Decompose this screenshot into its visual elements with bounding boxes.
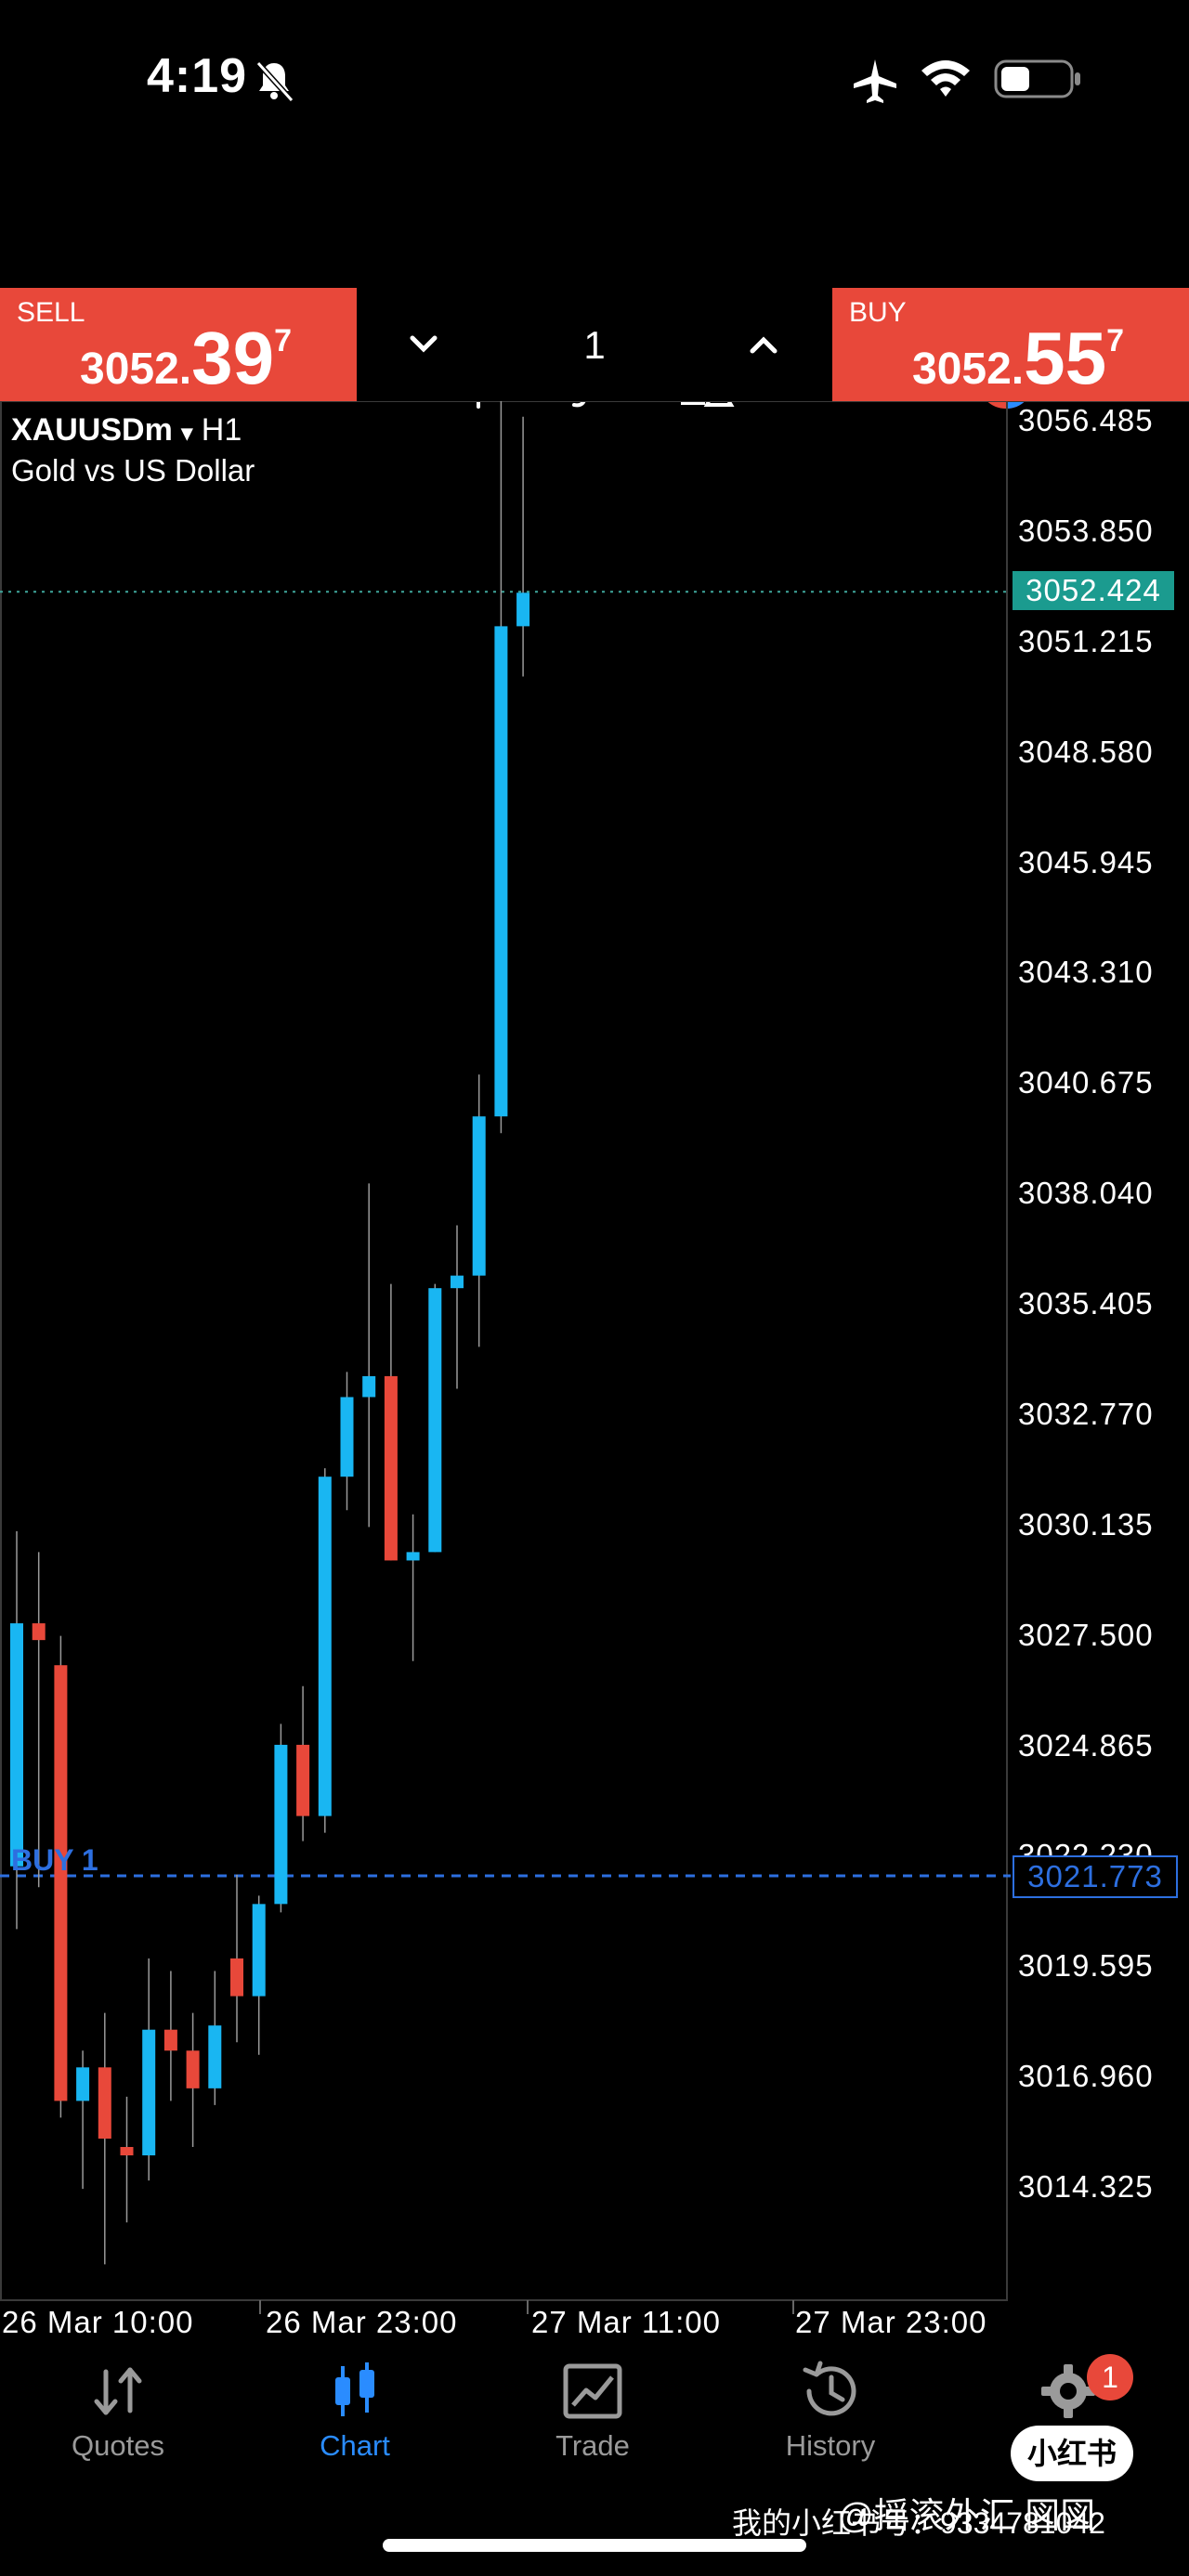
candle-bullish <box>142 2029 156 2156</box>
buy-price: 3052.557 <box>912 317 1125 399</box>
buy-order-label: BUY 1 <box>11 1843 98 1877</box>
status-bar: 4:19 <box>0 0 1189 158</box>
price-axis-label: 3045.945 <box>1018 844 1154 879</box>
settings-badge: 1 <box>1087 2354 1133 2400</box>
price-axis-label: 3043.310 <box>1018 955 1154 990</box>
price-axis-label: 3056.485 <box>1018 403 1154 437</box>
candle-bearish <box>54 1665 68 2101</box>
candle-bearish <box>384 1375 398 1561</box>
watermark-logo: 小红书 <box>1011 2426 1133 2481</box>
candle-bullish <box>472 1116 486 1276</box>
time-axis-label: 26 Mar 23:00 <box>266 2305 458 2339</box>
price-axis-label: 3048.580 <box>1018 734 1154 769</box>
candle-bearish <box>230 1958 243 1997</box>
wifi-icon <box>921 60 970 97</box>
candle-bullish <box>494 626 508 1117</box>
candle-bullish <box>406 1552 420 1561</box>
nav-trade[interactable]: Trade <box>500 2359 686 2479</box>
buy-label: BUY <box>849 297 907 328</box>
candle-bullish <box>362 1375 376 1398</box>
candle-bearish <box>163 2029 177 2051</box>
volume-value[interactable]: 1 <box>583 323 606 367</box>
chart-toolbar: H1 <box>0 158 1189 409</box>
chevron-up-icon <box>750 336 777 354</box>
gear-icon <box>1041 2364 1095 2418</box>
price-axis-label: 3016.960 <box>1018 2059 1154 2094</box>
candle-bearish <box>32 1623 46 1641</box>
candle-bullish <box>252 1904 266 1997</box>
chart-icon <box>335 2362 374 2416</box>
candle-bullish <box>10 1623 23 1867</box>
time-axis-label: 27 Mar 11:00 <box>531 2305 722 2339</box>
history-icon <box>803 2361 856 2416</box>
price-axis-label: 3038.040 <box>1018 1176 1154 1211</box>
volume-control: 1 <box>357 288 832 401</box>
chart-canvas <box>0 401 1189 2314</box>
buy-order-price-tag: 3021.773 <box>1013 1855 1178 1898</box>
candle-bullish <box>516 592 530 627</box>
candle-bearish <box>186 2050 200 2088</box>
price-axis-label: 3053.850 <box>1018 513 1154 548</box>
price-axis-label: 3032.770 <box>1018 1396 1154 1431</box>
volume-decrease-button[interactable] <box>396 312 451 377</box>
candle-bullish <box>274 1744 288 1905</box>
nav-settings[interactable] <box>975 2359 1161 2479</box>
candle-bullish <box>318 1477 332 1816</box>
time-axis-label: 27 Mar 23:00 <box>795 2305 987 2339</box>
sell-price: 3052.397 <box>80 317 293 399</box>
watermark-text: 我的小红书号：9334781042 <box>732 2506 1105 2540</box>
candle-bullish <box>451 1275 464 1289</box>
candle-bullish <box>76 2067 90 2101</box>
candle-bearish <box>120 2147 134 2156</box>
buy-button[interactable]: BUY 3052.557 <box>832 288 1189 401</box>
candle-bearish <box>296 1744 310 1816</box>
price-axis-label: 3030.135 <box>1018 1506 1154 1542</box>
home-indicator <box>383 2539 806 2552</box>
candle-bullish <box>208 2025 222 2088</box>
price-axis-label: 3035.405 <box>1018 1286 1154 1321</box>
price-axis-label: 3027.500 <box>1018 1617 1154 1652</box>
candle-bearish <box>98 2067 111 2139</box>
quotes-icon <box>94 2367 142 2415</box>
sell-label: SELL <box>17 297 85 328</box>
price-axis-label: 3014.325 <box>1018 2169 1154 2204</box>
chart-symbol-description: Gold vs US Dollar <box>11 453 255 488</box>
candle-bullish <box>340 1397 354 1477</box>
price-axis-label: 3019.595 <box>1018 1948 1154 1984</box>
chart-symbol[interactable]: XAUUSDm ▾ H1 <box>11 412 242 448</box>
price-axis-label: 3040.675 <box>1018 1065 1154 1100</box>
current-price-tag: 3052.424 <box>1013 571 1174 610</box>
battery-icon <box>994 59 1080 98</box>
chart-frame <box>0 401 1008 2301</box>
price-axis-label: 3051.215 <box>1018 623 1154 658</box>
price-axis-label: 3024.865 <box>1018 1727 1154 1763</box>
price-chart[interactable] <box>0 401 1189 2314</box>
nav-chart[interactable]: Chart <box>262 2359 448 2479</box>
airplane-mode-icon <box>854 59 896 103</box>
sell-button[interactable]: SELL 3052.397 <box>0 288 357 401</box>
nav-quotes[interactable]: Quotes <box>25 2359 211 2479</box>
chevron-down-icon <box>410 335 438 353</box>
candle-bullish <box>428 1288 442 1553</box>
status-time: 4:19 <box>147 49 248 103</box>
watermark-handle: @摇滚外汇 図図 <box>838 2497 1096 2536</box>
nav-history[interactable]: History <box>738 2359 923 2479</box>
trade-icon <box>563 2363 622 2419</box>
time-axis-label: 26 Mar 10:00 <box>2 2305 194 2339</box>
silent-bell-icon <box>255 60 294 103</box>
volume-increase-button[interactable] <box>736 312 791 377</box>
